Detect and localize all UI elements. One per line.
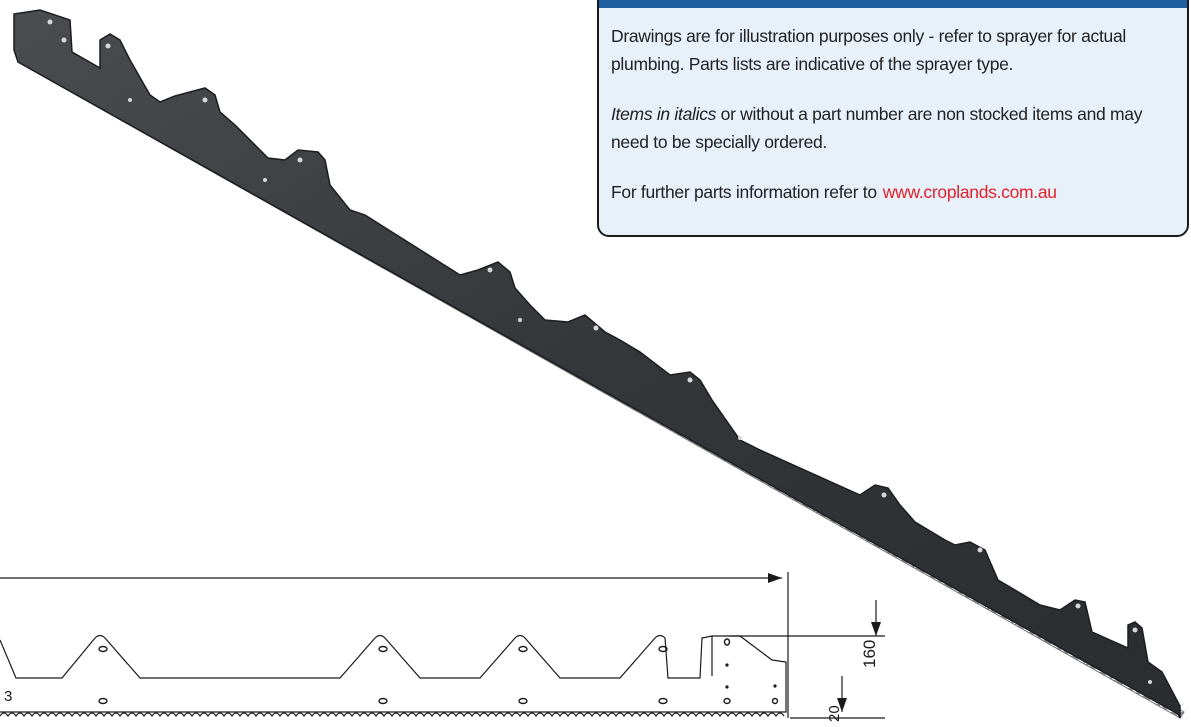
notice-stock-info: Items in italics or without a part numbe…	[611, 100, 1179, 156]
notice-text: Drawings are for illustration purposes o…	[611, 22, 1179, 206]
notice-illustration-disclaimer: Drawings are for illustration purposes o…	[611, 26, 1126, 74]
notice-parts-lead: For further parts information refer to	[611, 182, 877, 202]
dimension-tooth-label: 20	[826, 705, 843, 722]
blade-render	[13, 9, 1185, 719]
notice-panel: Drawings are for illustration purposes o…	[597, 0, 1189, 237]
notice-parts-info: For further parts information refer to ww…	[611, 178, 1179, 206]
croplands-link[interactable]: www.croplands.com.au	[882, 182, 1057, 202]
notice-italic-lead: Items in italics	[611, 104, 717, 124]
item-number-label: 3	[4, 688, 13, 705]
orthographic-view	[0, 572, 885, 719]
blade-body	[13, 9, 1181, 719]
blade-holes	[47, 19, 1152, 684]
dimension-height-label: 160	[860, 639, 879, 668]
notice-stock-rest: or without a part number are non stocked…	[611, 104, 1143, 152]
notice-header-bar	[599, 0, 1187, 8]
